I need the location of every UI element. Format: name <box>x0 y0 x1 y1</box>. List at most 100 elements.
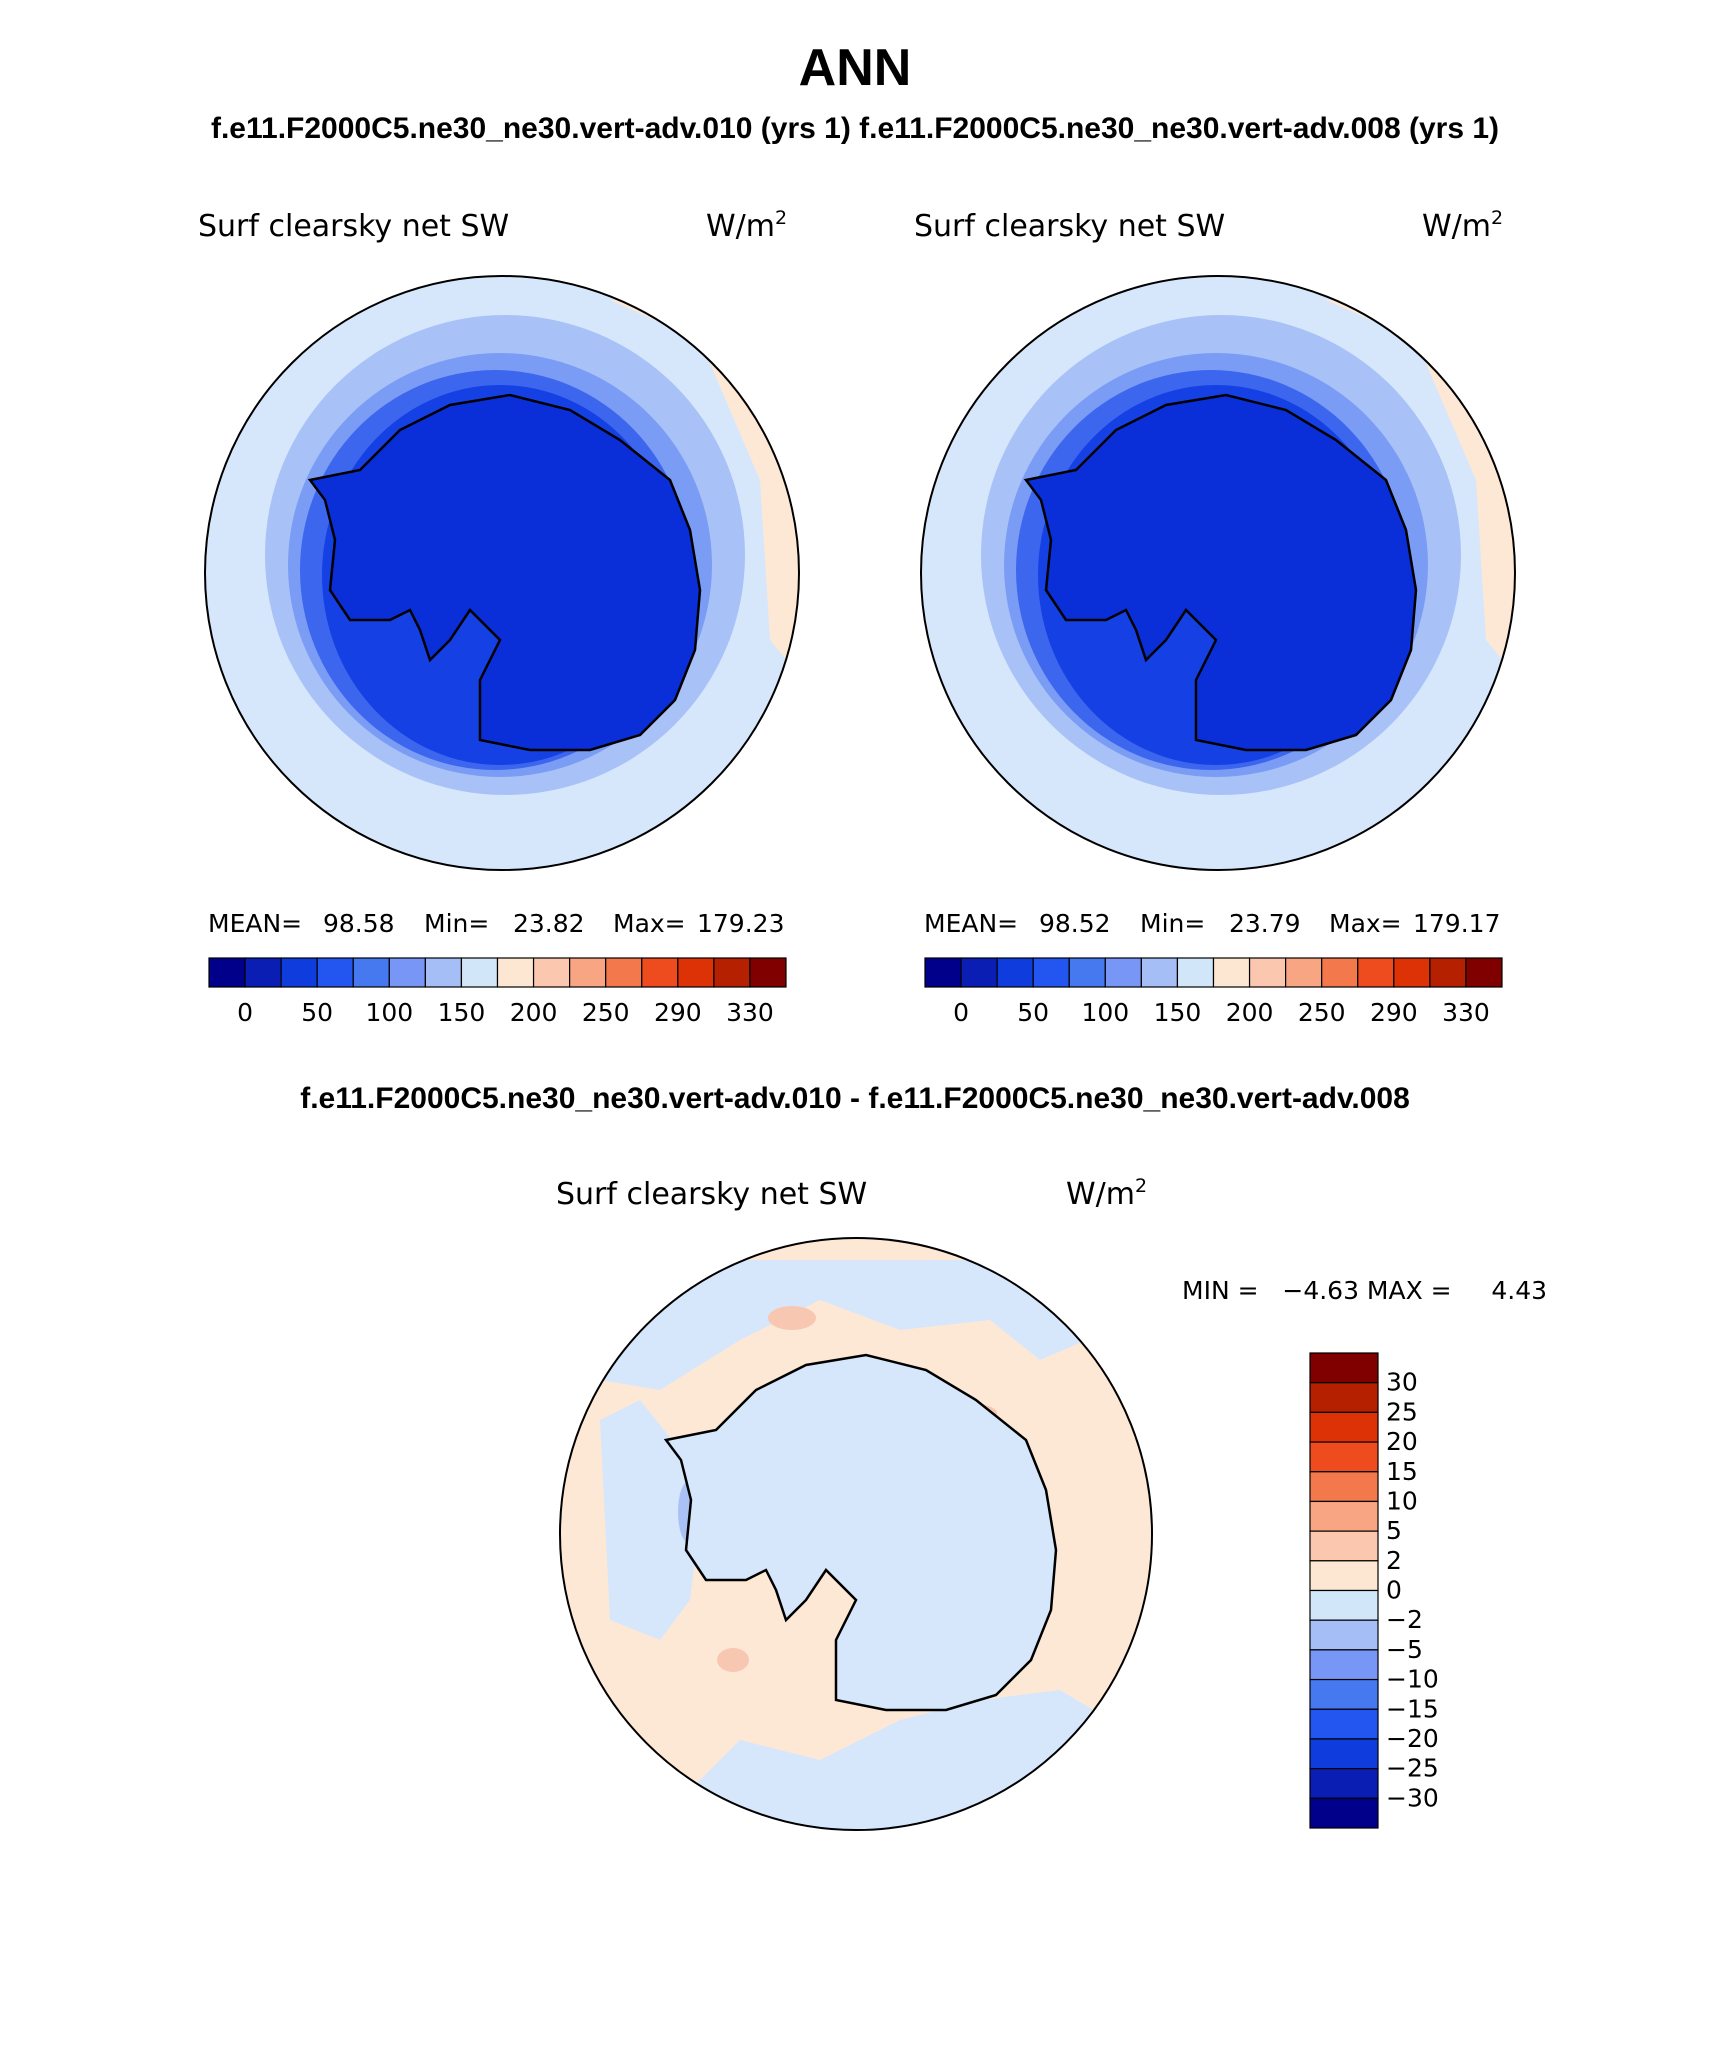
stats-right: MEAN= 98.52 Min= 23.79 Max= 179.17 <box>924 909 1500 938</box>
colorbar-tick-label: −20 <box>1386 1724 1439 1753</box>
colorbar-swatch <box>1310 1353 1378 1383</box>
colorbar-tick-label: 290 <box>654 998 702 1027</box>
panel-right-variable: Surf clearsky net SW <box>914 209 1225 244</box>
colorbar-swatch <box>1322 958 1358 987</box>
colorbar-tick-label: −5 <box>1386 1635 1423 1664</box>
colorbar-swatch <box>1105 958 1141 987</box>
colorbar-swatch <box>1250 958 1286 987</box>
colorbar-swatch <box>281 958 317 987</box>
colorbar-swatch <box>389 958 425 987</box>
colorbar-tick-label: 330 <box>1442 998 1490 1027</box>
colorbar-swatch <box>714 958 750 987</box>
colorbar-tick-label: 100 <box>1081 998 1129 1027</box>
colorbar-swatch <box>997 958 1033 987</box>
colorbar-swatch <box>1214 958 1250 987</box>
panel-right: Surf clearsky net SW W/m2 MEAN= 98.52 Mi… <box>914 207 1536 1027</box>
colorbar-swatch <box>642 958 678 987</box>
colorbar-swatch <box>1310 1739 1378 1769</box>
panel-left-units: W/m2 <box>706 207 787 244</box>
colorbar-tick-label: 50 <box>1017 998 1049 1027</box>
colorbar-tick-label: 50 <box>301 998 333 1027</box>
colorbar-swatch <box>1310 1442 1378 1472</box>
stats-right-max-label: Max= <box>1329 909 1402 938</box>
stats-right-mean: 98.52 <box>1039 909 1111 938</box>
colorbar-swatch <box>1177 958 1213 987</box>
stats-left-mean: 98.58 <box>323 909 395 938</box>
map-diff-warm-patch-2 <box>717 1648 749 1672</box>
colorbar-swatch <box>1310 1412 1378 1442</box>
colorbar-tick-label: 250 <box>582 998 630 1027</box>
figure-subtitle: f.e11.F2000C5.ne30_ne30.vert-adv.010 (yr… <box>211 112 1499 145</box>
colorbar-swatch <box>1310 1709 1378 1739</box>
diff-title: f.e11.F2000C5.ne30_ne30.vert-adv.010 - f… <box>300 1082 1410 1115</box>
colorbar-tick-label: 250 <box>1298 998 1346 1027</box>
colorbar-swatch <box>1310 1680 1378 1710</box>
colorbar-swatch <box>961 958 997 987</box>
colorbar-swatch <box>534 958 570 987</box>
colorbar-swatch <box>1141 958 1177 987</box>
panel-diff-units: W/m2 <box>1066 1175 1147 1212</box>
colorbar-swatch <box>1310 1650 1378 1680</box>
colorbar-tick-label: 330 <box>726 998 774 1027</box>
colorbar-tick-label: 20 <box>1386 1427 1418 1456</box>
stats-left: MEAN= 98.58 Min= 23.82 Max= 179.23 <box>208 909 784 938</box>
figure-title: ANN <box>799 39 912 97</box>
colorbar-swatch <box>317 958 353 987</box>
colorbar-swatch <box>425 958 461 987</box>
colorbar-tick-label: 100 <box>365 998 413 1027</box>
stats-left-max-label: Max= <box>613 909 686 938</box>
panel-left: Surf clearsky net SW W/m2 MEAN= 98.58 Mi… <box>198 207 820 1027</box>
panel-diff-variable: Surf clearsky net SW <box>556 1177 867 1212</box>
colorbar-swatch <box>245 958 281 987</box>
colorbar-swatch <box>498 958 534 987</box>
colorbar-tick-label: 200 <box>1226 998 1274 1027</box>
colorbar-swatch <box>1310 1383 1378 1413</box>
colorbar-swatch <box>209 958 245 987</box>
colorbar-tick-label: 10 <box>1386 1486 1418 1515</box>
colorbar-swatch <box>1033 958 1069 987</box>
colorbar-swatch <box>1310 1561 1378 1591</box>
colorbar-swatch <box>606 958 642 987</box>
colorbar-swatch <box>1430 958 1466 987</box>
colorbar-tick-label: 200 <box>510 998 558 1027</box>
panel-diff: Surf clearsky net SW W/m2 MIN = −4.63 MA… <box>555 1175 1547 1843</box>
stats-left-min: 23.82 <box>513 909 585 938</box>
colorbar-swatch <box>1394 958 1430 987</box>
colorbar-tick-label: 25 <box>1386 1397 1418 1426</box>
stats-right-mean-label: MEAN= <box>924 909 1018 938</box>
colorbar-swatch <box>678 958 714 987</box>
colorbar-tick-label: 0 <box>237 998 253 1027</box>
colorbar-swatch <box>1466 958 1502 987</box>
colorbar-swatch <box>353 958 389 987</box>
colorbar-swatch <box>1310 1798 1378 1828</box>
stats-left-max: 179.23 <box>697 909 784 938</box>
diff-minmax: MIN = −4.63 MAX = 4.43 <box>1182 1276 1547 1305</box>
colorbar-swatch <box>925 958 961 987</box>
colorbar-swatch <box>1310 1472 1378 1502</box>
colorbar-swatch <box>1310 1620 1378 1650</box>
panel-right-units: W/m2 <box>1422 207 1503 244</box>
colorbar-swatch <box>1310 1531 1378 1561</box>
colorbar-tick-label: 2 <box>1386 1546 1402 1575</box>
colorbar-swatch <box>750 958 786 987</box>
colorbar-tick-label: 30 <box>1386 1368 1418 1397</box>
stats-right-min-label: Min= <box>1140 909 1205 938</box>
colorbar-tick-label: −25 <box>1386 1754 1439 1783</box>
colorbar-tick-label: 5 <box>1386 1516 1402 1545</box>
stats-left-min-label: Min= <box>424 909 489 938</box>
map-diff-warm-patch-1 <box>768 1306 816 1330</box>
colorbar-swatch <box>461 958 497 987</box>
colorbar-swatch <box>1310 1501 1378 1531</box>
colorbar-tick-label: −15 <box>1386 1694 1439 1723</box>
panel-left-variable: Surf clearsky net SW <box>198 209 509 244</box>
colorbar-swatch <box>1358 958 1394 987</box>
colorbar-tick-label: 0 <box>1386 1576 1402 1605</box>
colorbar-swatch <box>570 958 606 987</box>
colorbar-swatch <box>1310 1591 1378 1621</box>
colorbar-tick-label: −30 <box>1386 1783 1439 1812</box>
colorbar-left: 0 50 100 150 200 250 290 330 <box>209 958 786 1027</box>
colorbar-right: 0 50 100 150 200 250 290 330 <box>925 958 1502 1027</box>
colorbar-swatch <box>1286 958 1322 987</box>
stats-right-min: 23.79 <box>1229 909 1301 938</box>
